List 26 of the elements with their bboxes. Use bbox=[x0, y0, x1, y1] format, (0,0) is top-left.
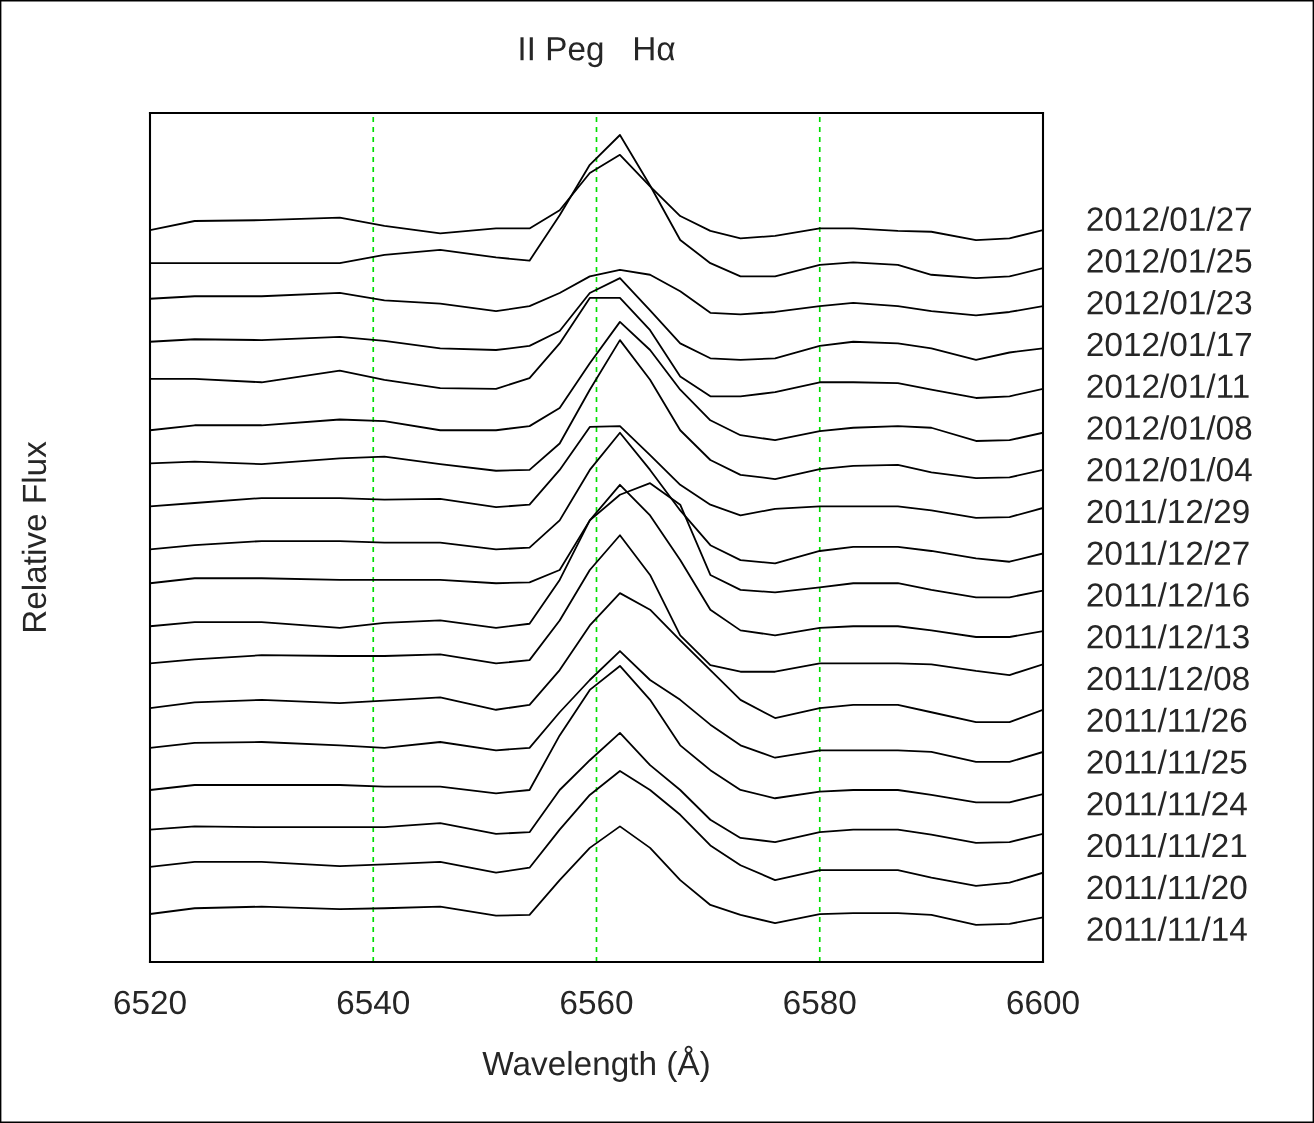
x-tick-label: 6600 bbox=[1007, 990, 1079, 1015]
series-label: 2012/01/04 bbox=[1087, 457, 1252, 482]
series-label: 2011/11/26 bbox=[1087, 707, 1247, 733]
x-tick-label: 6540 bbox=[337, 990, 410, 1015]
series-label: 2012/01/23 bbox=[1087, 290, 1252, 315]
series-label: 2011/12/13 bbox=[1087, 624, 1249, 649]
series-label: 2011/12/29 bbox=[1087, 498, 1249, 524]
series-label: 2011/12/08 bbox=[1087, 665, 1249, 691]
series-label: 2012/01/27 bbox=[1087, 206, 1252, 231]
series-label: 2012/01/17 bbox=[1087, 331, 1252, 357]
series-label: 2011/11/14 bbox=[1087, 916, 1247, 941]
series-label: 2012/01/11 bbox=[1087, 373, 1249, 399]
series-label: 2011/12/16 bbox=[1087, 582, 1249, 607]
y-axis-title: Relative Flux bbox=[21, 441, 47, 632]
x-tick-label: 6560 bbox=[561, 990, 633, 1015]
series-label: 2011/11/21 bbox=[1087, 832, 1247, 858]
series-label: 2011/12/27 bbox=[1087, 540, 1249, 566]
x-tick-label: 6580 bbox=[784, 990, 856, 1015]
series-label: 2011/11/25 bbox=[1087, 749, 1247, 774]
x-axis-title: Wavelength (Å) bbox=[482, 1045, 709, 1082]
series-label: 2012/01/08 bbox=[1087, 415, 1252, 440]
series-label: 2011/11/20 bbox=[1087, 874, 1247, 900]
chart-title: II Peg Hα bbox=[520, 37, 675, 68]
x-tick-label: 6520 bbox=[114, 990, 186, 1015]
series-label: 2011/11/24 bbox=[1087, 791, 1247, 816]
series-label: 2012/01/25 bbox=[1087, 248, 1252, 273]
